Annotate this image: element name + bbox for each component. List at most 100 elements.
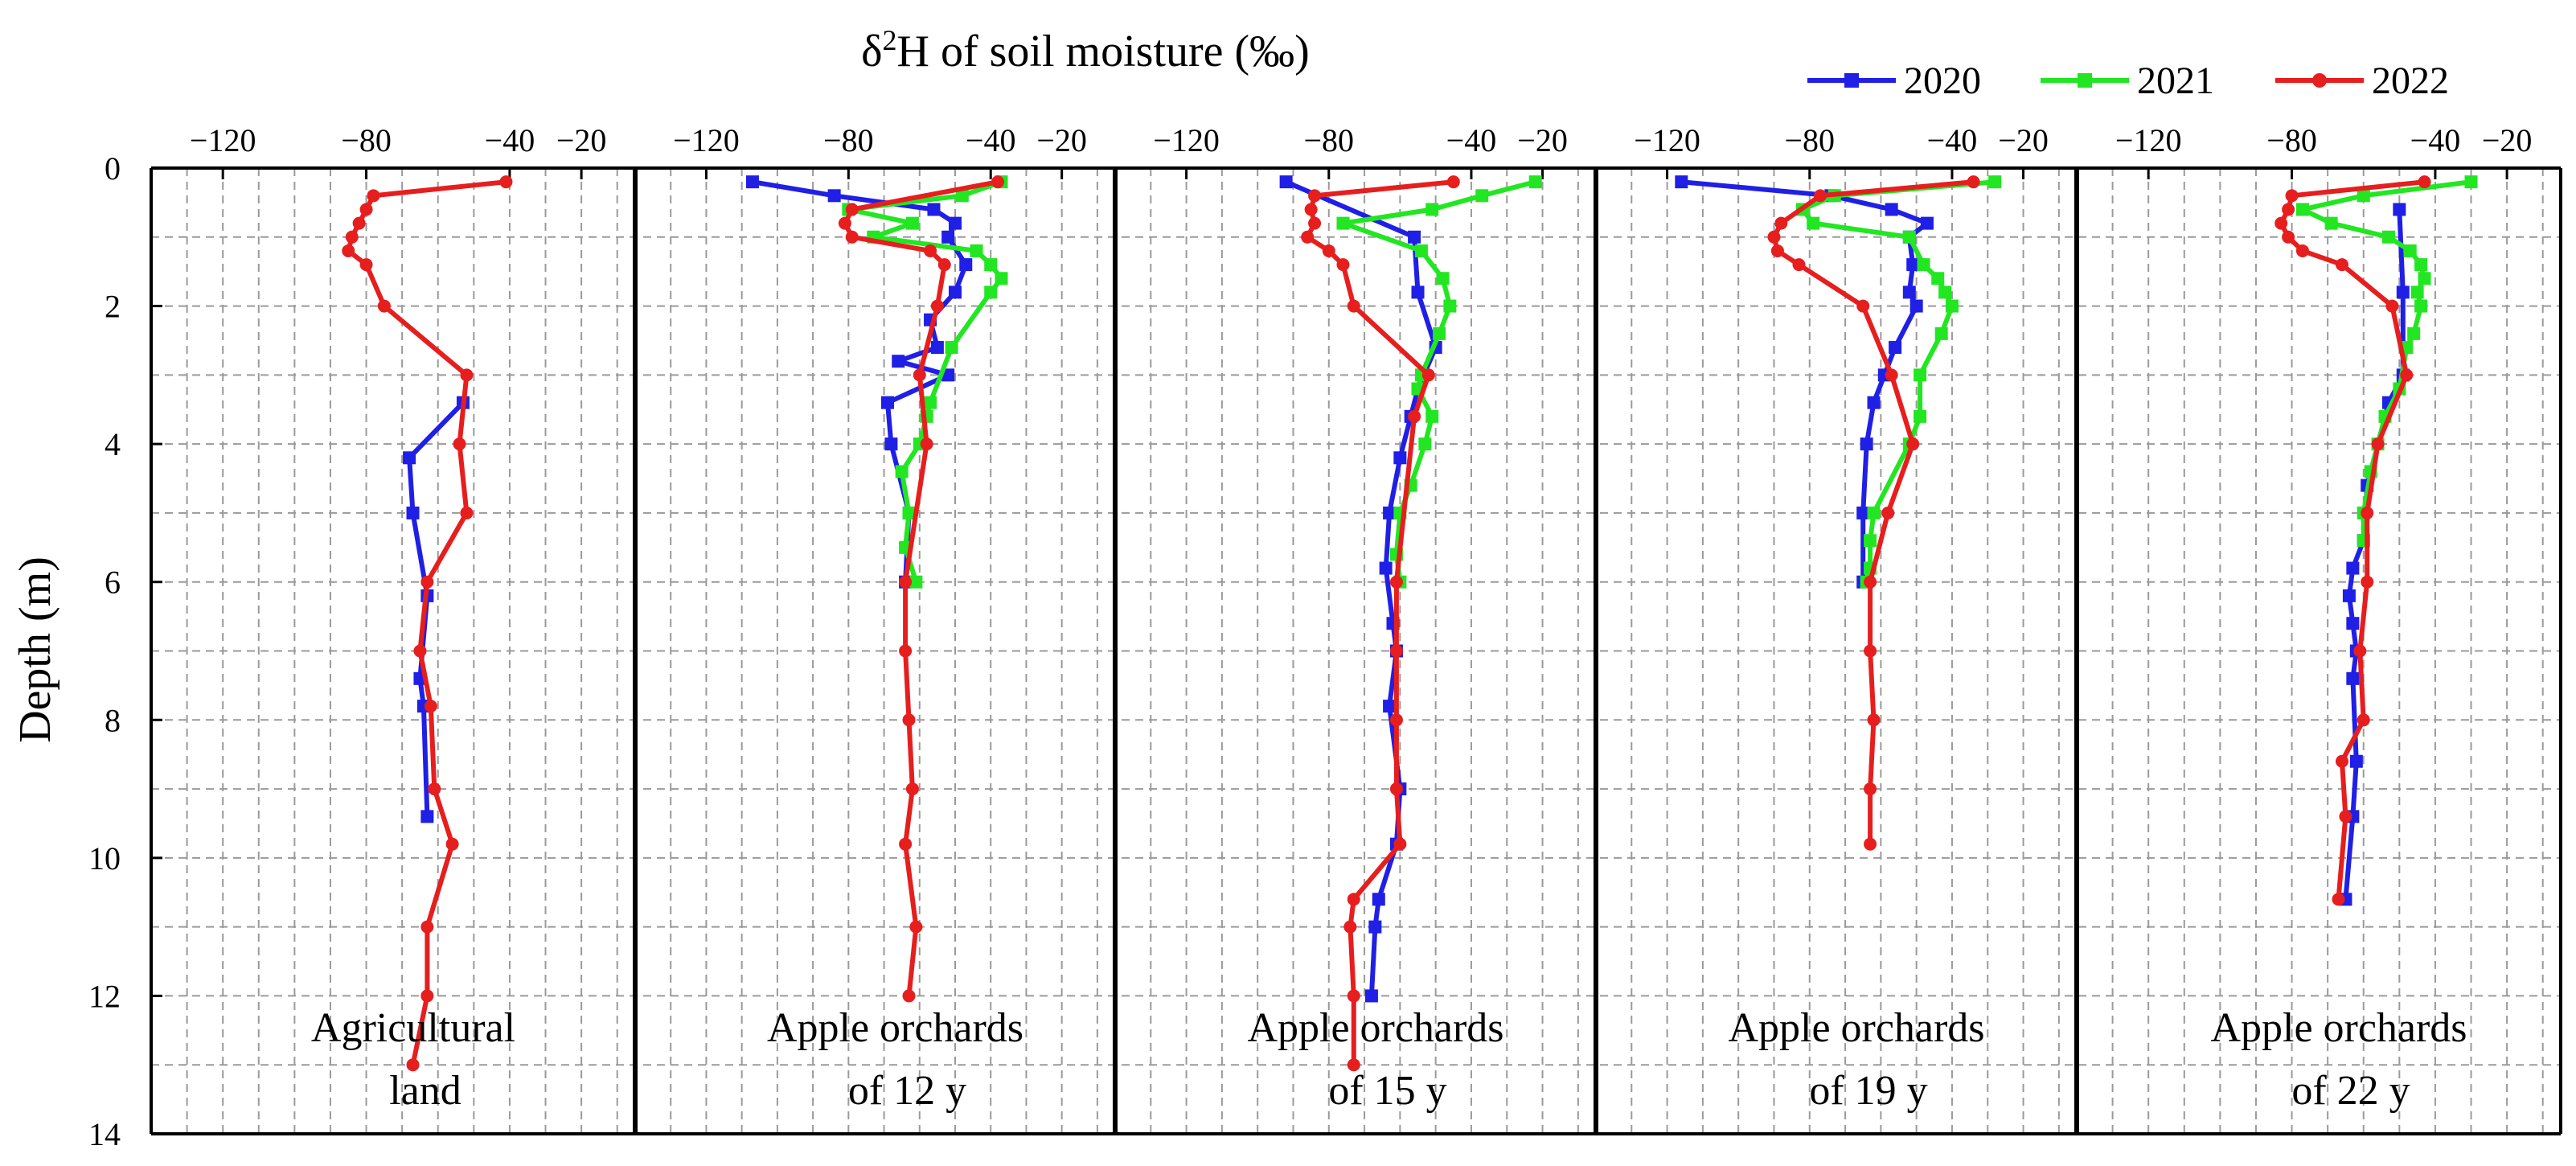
data-point-2022 — [420, 920, 434, 934]
data-point-2021 — [945, 341, 958, 355]
data-point-2022 — [2361, 506, 2374, 519]
data-point-2022 — [2335, 754, 2348, 768]
data-point-2022 — [1770, 244, 1784, 257]
data-point-2021 — [1336, 216, 1350, 230]
data-point-2022 — [1421, 368, 1435, 382]
data-point-2021 — [902, 506, 916, 519]
data-point-2021 — [2324, 216, 2338, 230]
data-point-2020 — [949, 216, 962, 230]
data-point-2022 — [1389, 575, 1403, 589]
data-point-2022 — [909, 920, 923, 934]
data-point-2020 — [2393, 203, 2406, 216]
x-tick-label: −20 — [1517, 122, 1568, 158]
y-tick-label: 2 — [105, 289, 121, 325]
data-point-2021 — [1902, 230, 1916, 244]
data-point-2021 — [1988, 175, 2002, 189]
data-point-2020 — [2349, 754, 2363, 768]
data-point-2022 — [1389, 782, 1403, 796]
data-point-2022 — [1301, 230, 1315, 244]
data-point-2020 — [930, 341, 944, 355]
data-point-2020 — [1372, 893, 1385, 906]
data-point-2022 — [2335, 258, 2348, 272]
data-point-2020 — [941, 230, 955, 244]
data-point-2020 — [1885, 203, 1898, 216]
data-point-2022 — [1767, 230, 1781, 244]
data-point-2022 — [342, 244, 355, 257]
data-point-2022 — [913, 368, 926, 382]
panel-label: Apple orchards — [767, 1005, 1023, 1051]
data-point-2022 — [1867, 713, 1881, 727]
data-point-2021 — [909, 575, 923, 589]
data-point-2021 — [1945, 299, 1959, 313]
x-tick-label: −80 — [341, 122, 392, 158]
title-delta: δ — [861, 27, 882, 76]
data-point-2021 — [2410, 285, 2424, 299]
data-point-2022 — [2357, 713, 2370, 727]
data-point-2022 — [1389, 713, 1403, 727]
data-point-2022 — [937, 258, 951, 272]
data-point-2021 — [970, 244, 983, 257]
data-point-2020 — [1383, 506, 1397, 519]
x-tick-label: −120 — [190, 122, 256, 158]
data-point-2022 — [845, 203, 859, 216]
data-point-2022 — [359, 258, 373, 272]
data-point-2022 — [1347, 1058, 1360, 1072]
data-point-2022 — [428, 782, 441, 796]
series-line-2022 — [842, 179, 999, 996]
data-point-2020 — [1379, 561, 1393, 575]
data-point-2022 — [1389, 644, 1403, 658]
panel-label: land — [389, 1068, 461, 1114]
data-point-2020 — [1920, 216, 1934, 230]
y-axis-title: Depth (m) — [10, 556, 60, 743]
data-point-2022 — [1347, 989, 1360, 1003]
data-point-2022 — [1336, 258, 1350, 272]
data-point-2022 — [499, 175, 513, 189]
data-point-2020 — [1909, 299, 1923, 313]
legend: 2020 2021 2022 — [1807, 60, 2449, 102]
data-point-2020 — [1411, 285, 1425, 299]
data-point-2022 — [2275, 216, 2288, 230]
data-point-2022 — [359, 203, 373, 216]
data-point-2021 — [1475, 189, 1489, 203]
data-point-2022 — [1322, 244, 1335, 257]
series-line-2020 — [752, 179, 969, 582]
data-point-2022 — [1792, 258, 1806, 272]
data-point-2020 — [884, 437, 898, 451]
y-tick-label: 14 — [88, 1116, 121, 1152]
panel-label: Agricultural — [311, 1005, 515, 1051]
data-point-2022 — [930, 299, 944, 313]
data-point-2021 — [955, 189, 969, 203]
data-point-2022 — [1864, 575, 1877, 589]
data-point-2021 — [1414, 244, 1428, 257]
data-point-2021 — [924, 396, 937, 409]
chart-title: δ2H of soil moisture (‰) — [861, 24, 1310, 76]
data-point-2020 — [1368, 920, 1382, 934]
data-point-2020 — [941, 368, 955, 382]
data-point-2022 — [2371, 437, 2385, 451]
data-point-2022 — [1864, 782, 1877, 796]
data-point-2021 — [1807, 216, 1820, 230]
y-tick-label: 12 — [88, 978, 121, 1014]
data-point-2021 — [2381, 230, 2395, 244]
data-point-2021 — [2403, 244, 2417, 257]
data-point-2022 — [902, 713, 916, 727]
data-point-2020 — [1279, 175, 1293, 189]
x-tick-label: −20 — [1036, 122, 1087, 158]
legend-marker-2021 — [2078, 73, 2092, 88]
data-point-2022 — [845, 230, 859, 244]
data-point-2022 — [899, 837, 913, 851]
data-point-2020 — [1902, 285, 1916, 299]
data-point-2022 — [2361, 575, 2374, 589]
data-point-2022 — [2285, 189, 2299, 203]
data-point-2022 — [899, 575, 913, 589]
title-superscript: 2 — [883, 24, 897, 56]
data-point-2022 — [1856, 299, 1870, 313]
data-point-2020 — [1856, 506, 1870, 519]
data-point-2020 — [1867, 396, 1881, 409]
legend-label-2021: 2021 — [2137, 60, 2214, 102]
data-point-2022 — [1308, 189, 1322, 203]
data-point-2022 — [424, 700, 437, 713]
data-point-2022 — [838, 216, 851, 230]
data-point-2022 — [1408, 409, 1421, 423]
